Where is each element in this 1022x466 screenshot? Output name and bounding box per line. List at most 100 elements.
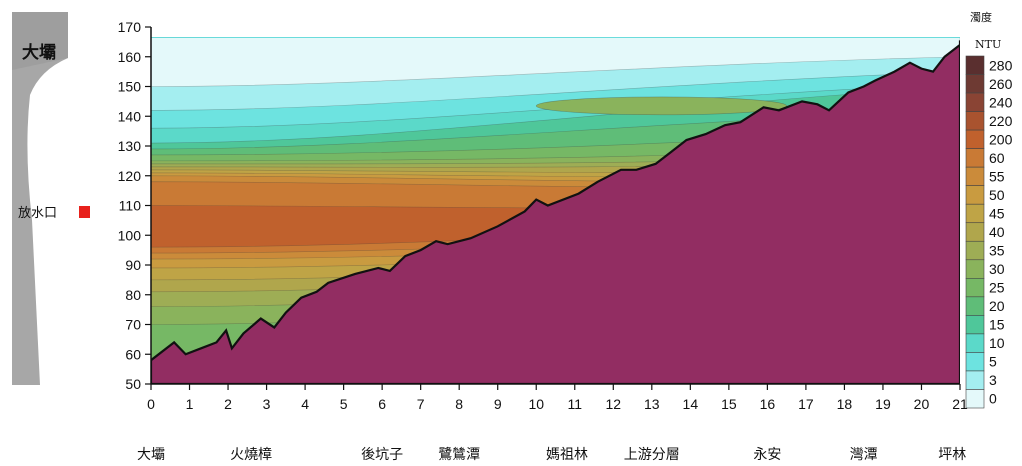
colorbar-label: 3	[989, 372, 997, 388]
x-tick-label: 2	[224, 396, 232, 412]
colorbar-label: 240	[989, 94, 1013, 110]
colorbar-label: 40	[989, 224, 1005, 240]
y-tick-label: 100	[118, 227, 142, 243]
colorbar-label: 200	[989, 131, 1013, 147]
x-tick-label: 15	[721, 396, 737, 412]
colorbar-label: 60	[989, 150, 1005, 166]
colorbar-swatch	[965, 92, 985, 112]
location-label: 火燒樟	[230, 446, 272, 463]
x-tick-label: 6	[378, 396, 386, 412]
outlet-label: 放水口	[18, 206, 57, 221]
location-label: 灣潭	[850, 446, 878, 463]
colorbar-swatch	[965, 148, 985, 168]
y-tick-label: 130	[118, 138, 142, 154]
y-tick-label: 50	[125, 376, 141, 392]
outlet-marker	[79, 206, 90, 218]
colorbar-label: 30	[989, 261, 1005, 277]
y-tick-label: 160	[118, 49, 142, 65]
colorbar-swatch	[965, 55, 985, 75]
colorbar-swatch	[965, 203, 985, 224]
y-tick-label: 90	[125, 257, 141, 273]
colorbar-title: 濁度	[970, 10, 992, 24]
colorbar-label: 20	[989, 298, 1005, 314]
y-tick-label: 60	[125, 346, 141, 362]
location-label: 鷺鷥潭	[438, 446, 480, 463]
x-tick-label: 7	[417, 396, 425, 412]
colorbar-swatch	[965, 240, 985, 261]
colorbar-label: 35	[989, 243, 1005, 259]
x-tick-label: 5	[340, 396, 348, 412]
dam-upper-block	[12, 12, 68, 70]
colorbar-label: 25	[989, 280, 1005, 296]
colorbar-swatch	[965, 296, 985, 316]
location-label: 媽祖林	[546, 447, 588, 463]
location-labels: 大壩 火燒樟 後坑子 鷺鷥潭 媽祖林 上游分層 永安 灣潭 坪林	[137, 446, 966, 463]
y-tick-label: 150	[118, 79, 142, 95]
dam-marker	[48, 86, 56, 93]
colorbar-swatch	[965, 370, 985, 390]
x-tick-label: 21	[952, 396, 968, 412]
colorbar-label: 15	[989, 317, 1005, 333]
colorbar-label: 5	[989, 354, 997, 370]
x-tick-label: 4	[301, 396, 309, 412]
colorbar-label: 0	[989, 391, 997, 407]
colorbar-swatch	[965, 185, 985, 205]
location-label: 坪林	[938, 447, 966, 463]
colorbar-label: 10	[989, 335, 1005, 351]
colorbar-label: 45	[989, 205, 1005, 221]
colorbar-swatch	[965, 74, 985, 94]
colorbar-swatch	[965, 352, 985, 372]
x-tick-label: 3	[263, 396, 271, 412]
colorbar-swatch	[965, 166, 985, 186]
y-tick-label: 70	[125, 317, 141, 333]
colorbar-swatch	[965, 129, 985, 149]
location-label: 後坑子	[361, 447, 403, 463]
x-tick-label: 19	[875, 396, 891, 412]
colorbar-label: 220	[989, 113, 1013, 129]
x-tick-label: 1	[186, 396, 194, 412]
colorbar-label: 260	[989, 76, 1013, 92]
y-tick-label: 80	[125, 287, 141, 303]
colorbar-swatch	[965, 315, 985, 335]
y-axis-ticks: 50 60 70 80 90 100 110 120 130 140 150 160 170	[118, 19, 151, 392]
x-tick-label: 18	[837, 396, 853, 412]
dam-schematic: 大壩 放水口	[12, 12, 92, 385]
location-label: 永安	[753, 447, 781, 463]
contour-plot-area	[151, 37, 960, 384]
dam-marker	[65, 148, 75, 156]
location-label: 上游分層	[624, 447, 680, 463]
colorbar-swatch	[965, 389, 985, 409]
dam-stripe	[40, 283, 92, 289]
turbid-plume	[535, 96, 787, 116]
y-tick-label: 140	[118, 108, 142, 124]
x-tick-label: 14	[683, 396, 699, 412]
x-tick-label: 17	[798, 396, 814, 412]
colorbar-swatch	[965, 333, 985, 353]
colorbar-unit: NTU	[975, 38, 1001, 51]
x-tick-label: 13	[644, 396, 660, 412]
x-tick-label: 8	[455, 396, 463, 412]
colorbar: 濁度 NTU 280260240220200605550454035302520…	[965, 10, 1013, 409]
y-tick-label: 110	[119, 198, 142, 214]
dam-label: 大壩	[22, 42, 56, 63]
riverbed-terrain	[151, 40, 960, 384]
dam-stripe	[40, 234, 92, 240]
colorbar-label: 280	[989, 57, 1013, 73]
y-tick-label: 170	[118, 19, 142, 35]
x-tick-label: 12	[605, 396, 621, 412]
colorbar-label: 50	[989, 187, 1005, 203]
x-tick-label: 0	[147, 396, 155, 412]
x-tick-label: 20	[914, 396, 930, 412]
colorbar-swatch	[965, 278, 985, 298]
colorbar-swatch	[965, 111, 985, 131]
y-tick-label: 120	[118, 168, 142, 184]
x-tick-label: 10	[528, 396, 544, 412]
x-axis-ticks: 0 1 2 3 4 5 6 7 8 9 10 11 12 13 14 15 16 17 18 19 20 21	[147, 384, 968, 412]
x-tick-label: 16	[760, 396, 776, 412]
colorbar-swatch	[965, 259, 985, 279]
x-tick-label: 9	[494, 396, 502, 412]
x-tick-label: 11	[567, 396, 582, 412]
location-label: 大壩	[137, 447, 165, 463]
dam-body	[12, 12, 68, 385]
